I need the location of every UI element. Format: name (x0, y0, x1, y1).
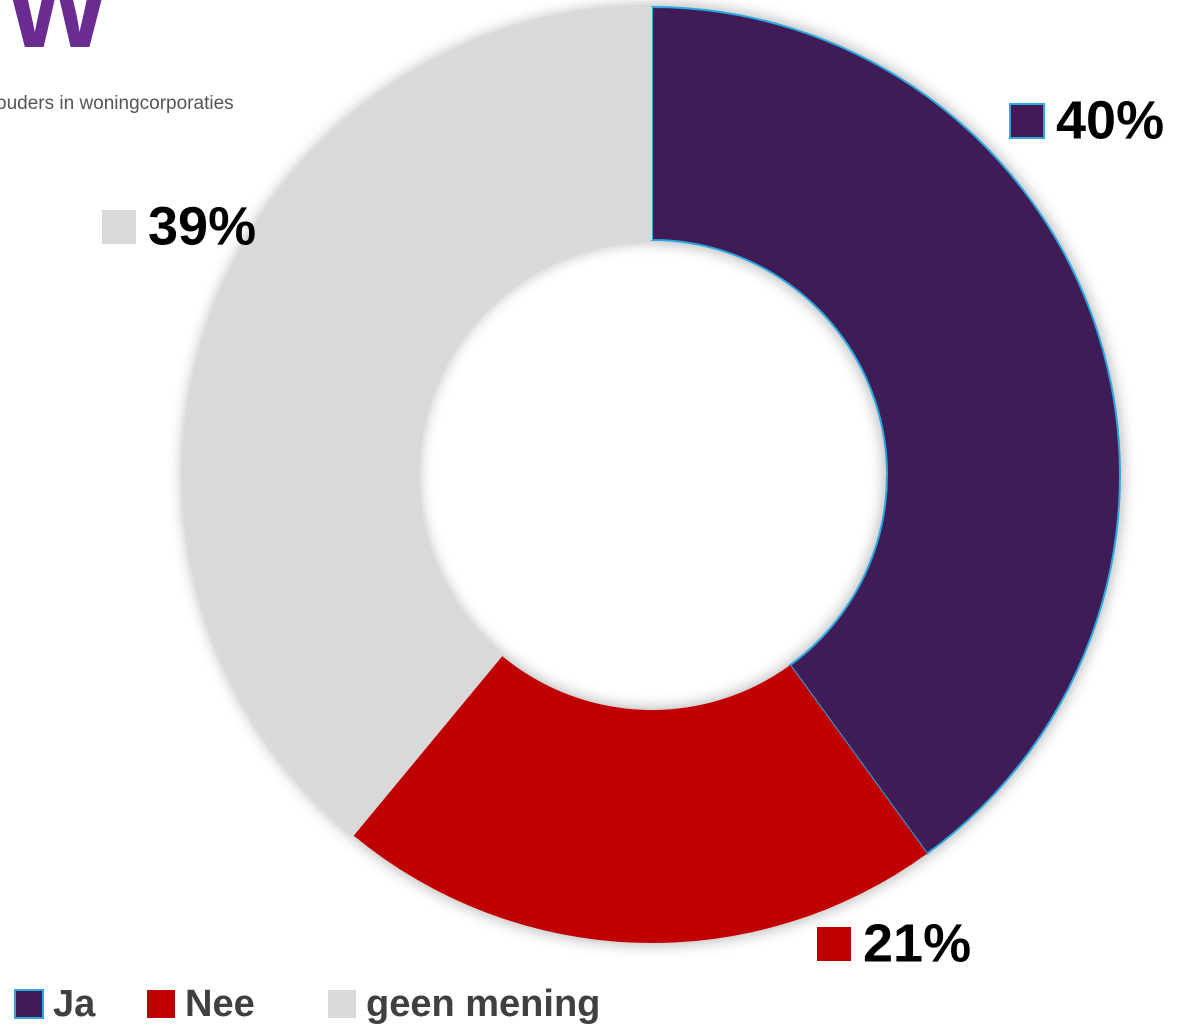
data-label: 21% (863, 913, 971, 973)
logo-mark: TW (0, 0, 109, 71)
slice (651, 5, 1121, 856)
legend-swatch (328, 990, 356, 1018)
legend-label: Ja (53, 983, 96, 1025)
legend-label: geen mening (366, 983, 600, 1025)
label-swatch (1009, 103, 1045, 139)
logo-tagline: ouders in woningcorporaties (0, 93, 234, 114)
label-swatch (102, 210, 136, 244)
slice (353, 656, 928, 943)
data-label: 39% (148, 196, 256, 256)
label-swatch (817, 927, 851, 961)
slice (184, 7, 652, 836)
legend-label: Nee (185, 983, 255, 1025)
legend-swatch (14, 989, 44, 1019)
legend-swatch (147, 990, 175, 1018)
data-label: 40% (1056, 90, 1164, 150)
donut (184, 5, 1121, 943)
